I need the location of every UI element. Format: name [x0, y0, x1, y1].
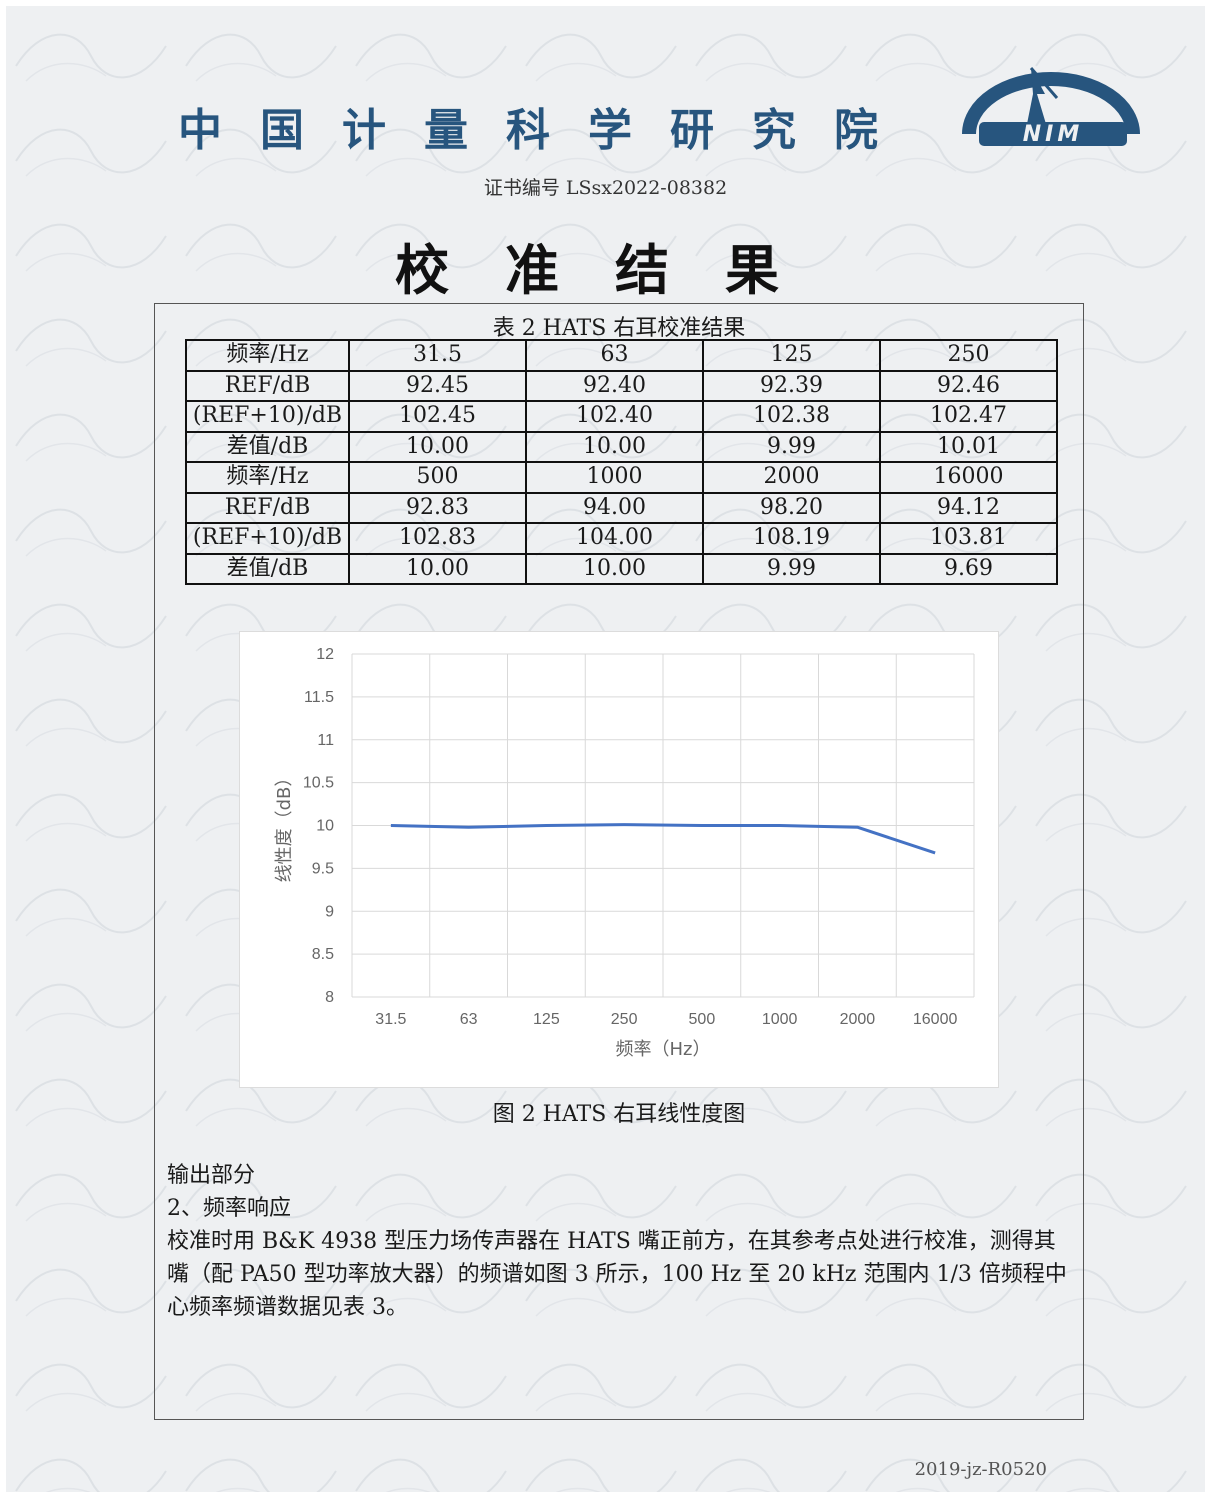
row-header-cell: REF/dB [185, 369, 350, 402]
calibration-table: 频率/Hz 31.5 63 125 250 REF/dB 92.45 92.40 92.39 92… [185, 339, 1058, 585]
table-row: 差值/dB 10.00 10.00 9.99 10.01 [185, 430, 1058, 463]
row-header-cell: (REF+10)/dB [185, 400, 350, 433]
y-tick-label: 9.5 [312, 860, 334, 877]
value-cell: 10.00 [525, 430, 704, 463]
x-tick-label: 2000 [840, 1011, 876, 1028]
y-tick-label: 10.5 [303, 775, 334, 792]
x-tick-label: 1000 [762, 1011, 798, 1028]
value-cell: 9.99 [702, 552, 881, 585]
value-cell: 10.00 [348, 430, 527, 463]
body-paragraph: 校准时用 B&K 4938 型压力场传声器在 HATS 嘴正前方，在其参考点处进… [167, 1229, 1067, 1320]
value-cell: 104.00 [525, 522, 704, 555]
value-cell: 9.69 [879, 552, 1058, 585]
value-cell: 92.83 [348, 491, 527, 524]
value-cell: 10.01 [879, 430, 1058, 463]
certificate-number: 证书编号 LSsx2022-08382 [483, 177, 728, 199]
table-caption: 表 2 HATS 右耳校准结果 [492, 316, 746, 341]
x-axis-title: 频率（Hz） [616, 1039, 711, 1060]
figure-caption: 图 2 HATS 右耳线性度图 [492, 1102, 746, 1127]
value-cell: 16000 [879, 461, 1058, 494]
value-cell: 98.20 [702, 491, 881, 524]
table-row: 差值/dB 10.00 10.00 9.99 9.69 [185, 552, 1058, 585]
value-cell: 1000 [525, 461, 704, 494]
table-row: 频率/Hz 31.5 63 125 250 [185, 339, 1058, 372]
x-tick-label: 125 [533, 1011, 560, 1028]
value-cell: 500 [348, 461, 527, 494]
value-cell: 125 [702, 339, 881, 372]
value-cell: 31.5 [348, 339, 527, 372]
table-row: REF/dB 92.45 92.40 92.39 92.46 [185, 369, 1058, 402]
body-text: 输出部分 2、频率响应 校准时用 B&K 4938 型压力场传声器在 HATS … [167, 1159, 1077, 1324]
value-cell: 102.47 [879, 400, 1058, 433]
form-code: 2019-jz-R0520 [914, 1459, 1047, 1480]
table-row: (REF+10)/dB 102.45 102.40 102.38 102.47 [185, 400, 1058, 433]
table-row: REF/dB 92.83 94.00 98.20 94.12 [185, 491, 1058, 524]
x-tick-label: 250 [611, 1011, 638, 1028]
linearity-chart: 12 11.5 11 10.5 10 9.5 9 8.5 8 31.5 63 125 250 500 100… [239, 631, 999, 1088]
series-line [390, 823, 936, 855]
value-cell: 102.40 [525, 400, 704, 433]
subsection-heading: 2、频率响应 [167, 1196, 291, 1221]
y-tick-label: 12 [316, 646, 334, 663]
value-cell: 92.46 [879, 369, 1058, 402]
y-tick-label: 8.5 [312, 946, 334, 963]
results-frame: 表 2 HATS 右耳校准结果 频率/Hz 31.5 63 125 250 REF/dB 9… [154, 303, 1084, 1420]
value-cell: 10.00 [348, 552, 527, 585]
certificate-page: 中国计量科学研究院 NIM 证书编号 LSsx2022-08382 校准结果 表… [6, 6, 1205, 1492]
value-cell: 94.00 [525, 491, 704, 524]
row-header-cell: (REF+10)/dB [185, 522, 350, 555]
value-cell: 102.83 [348, 522, 527, 555]
x-tick-label: 31.5 [375, 1011, 406, 1028]
section-heading: 输出部分 [167, 1163, 256, 1188]
row-header-cell: 频率/Hz [185, 339, 350, 372]
value-cell: 92.40 [525, 369, 704, 402]
value-cell: 92.39 [702, 369, 881, 402]
table-row: 频率/Hz 500 1000 2000 16000 [185, 461, 1058, 494]
nim-logo-icon: NIM [962, 67, 1140, 147]
page-title: 校准结果 [395, 238, 835, 302]
value-cell: 103.81 [879, 522, 1058, 555]
value-cell: 92.45 [348, 369, 527, 402]
y-tick-label: 9 [325, 903, 334, 920]
y-tick-label: 10 [316, 818, 334, 835]
row-header-cell: 差值/dB [185, 430, 350, 463]
x-tick-label: 16000 [913, 1011, 958, 1028]
y-tick-label: 11.5 [304, 689, 334, 706]
y-axis-title: 线性度（dB） [274, 769, 295, 883]
value-cell: 102.38 [702, 400, 881, 433]
value-cell: 2000 [702, 461, 881, 494]
x-tick-label: 500 [689, 1011, 716, 1028]
row-header-cell: 频率/Hz [185, 461, 350, 494]
value-cell: 10.00 [525, 552, 704, 585]
svg-text:NIM: NIM [1023, 122, 1084, 147]
value-cell: 63 [525, 339, 704, 372]
y-tick-label: 11 [317, 732, 334, 749]
table-row: (REF+10)/dB 102.83 104.00 108.19 103.81 [185, 522, 1058, 555]
x-tick-label: 63 [460, 1011, 478, 1028]
row-header-cell: REF/dB [185, 491, 350, 524]
value-cell: 108.19 [702, 522, 881, 555]
institute-name: 中国计量科学研究院 [178, 105, 916, 156]
value-cell: 102.45 [348, 400, 527, 433]
value-cell: 9.99 [702, 430, 881, 463]
chart-svg: 12 11.5 11 10.5 10 9.5 9 8.5 8 31.5 63 125 250 500 100… [274, 646, 975, 1060]
y-tick-label: 8 [325, 989, 334, 1006]
value-cell: 94.12 [879, 491, 1058, 524]
row-header-cell: 差值/dB [185, 552, 350, 585]
value-cell: 250 [879, 339, 1058, 372]
